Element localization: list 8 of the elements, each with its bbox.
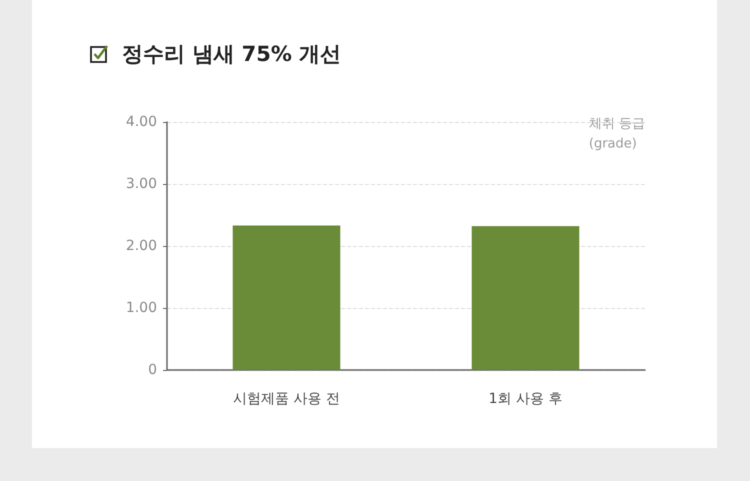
y-tick-label: 1.00 (126, 300, 157, 316)
chart-title: 정수리 냄새 75% 개선 (122, 41, 342, 68)
y-tick-label: 0 (148, 362, 157, 378)
y-tick-label: 4.00 (126, 114, 157, 130)
y-tick-label: 3.00 (126, 176, 157, 192)
y-tick-label: 2.00 (126, 238, 157, 254)
x-tick-label: 1회 사용 후 (488, 391, 562, 407)
x-tick-label: 시험제품 사용 전 (233, 391, 340, 407)
